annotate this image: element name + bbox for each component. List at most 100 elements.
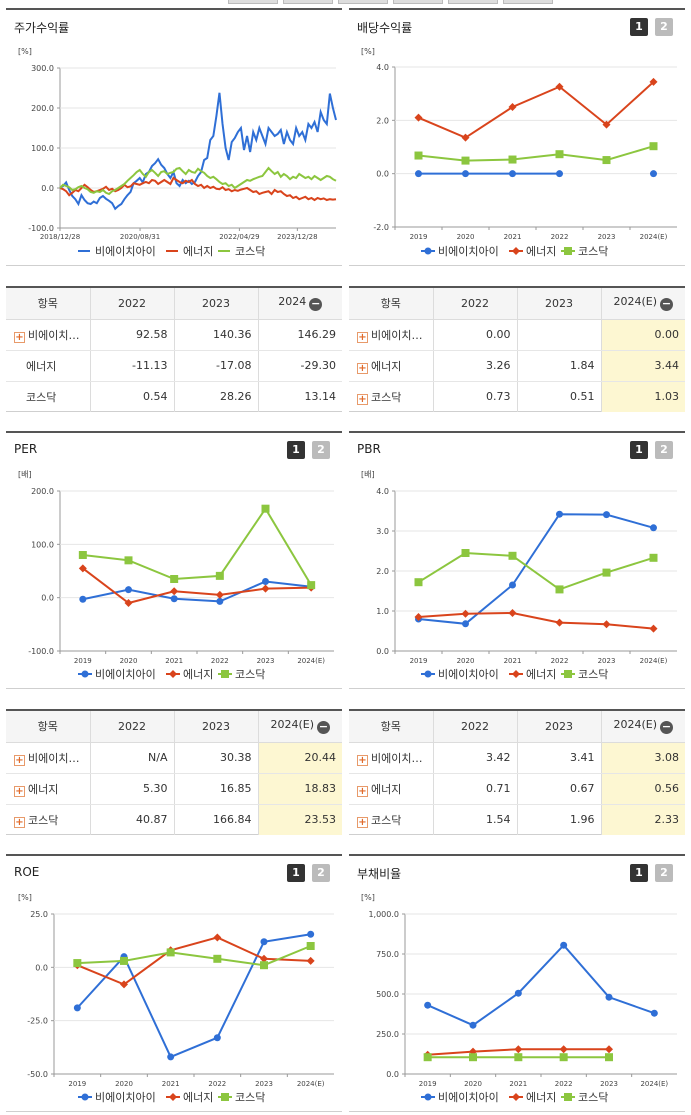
data-point (509, 581, 516, 589)
tab-2-button[interactable]: 2 (312, 441, 330, 459)
row-name[interactable]: + 비에이치… (349, 319, 434, 351)
panel-title: 배당수익률 (357, 21, 413, 35)
row-name[interactable]: + 코스닥 (349, 804, 434, 835)
row-name[interactable]: + 비에이치… (349, 742, 434, 774)
legend-label: 비에이치아이 (438, 245, 499, 258)
collapse-icon[interactable]: − (660, 720, 674, 735)
row-name[interactable]: + 에너지 (6, 773, 91, 805)
col-header: 2023 (174, 288, 259, 320)
x-tick-label: 2023 (598, 233, 616, 241)
series-1 (415, 170, 657, 178)
expand-icon[interactable]: + (357, 362, 368, 374)
data-point (167, 1053, 175, 1061)
series-2 (414, 77, 658, 142)
data-point (306, 956, 315, 965)
series-line (59, 166, 337, 196)
y-tick-label: -100.0 (28, 224, 54, 233)
tab-2-button[interactable]: 2 (655, 18, 673, 36)
cell: 146.29 (258, 319, 342, 351)
collapse-icon[interactable]: − (317, 720, 331, 735)
expand-icon[interactable]: + (14, 754, 25, 766)
cell: 1.03 (601, 381, 685, 412)
data-point (602, 156, 611, 165)
cell: 140.36 (174, 319, 259, 351)
y-unit-label: [배] (18, 470, 32, 479)
x-tick-label: 2022 (551, 657, 569, 665)
data-point (564, 247, 572, 255)
cell: -11.13 (90, 350, 175, 382)
expand-icon[interactable]: + (14, 816, 25, 828)
row-name[interactable]: + 에너지 (349, 773, 434, 805)
cell: 2.33 (601, 804, 685, 835)
tab-2-button[interactable]: 2 (312, 864, 330, 882)
row-name[interactable]: + 에너지 (349, 350, 434, 382)
expand-icon[interactable]: + (357, 785, 368, 797)
data-point (120, 980, 128, 989)
data-point (79, 595, 87, 603)
series-1 (415, 510, 657, 628)
y-tick-label: 2.0 (376, 567, 389, 576)
legend-item: 에너지 (166, 245, 213, 258)
row-name[interactable]: + 코스닥 (349, 381, 434, 412)
data-point (603, 511, 610, 519)
x-tick-label: 2019 (68, 1080, 86, 1088)
cell: 5.30 (90, 773, 175, 805)
data-point (81, 1093, 89, 1101)
series-line (418, 81, 655, 139)
legend-label: 비에이치아이 (95, 1091, 156, 1104)
expand-icon[interactable]: + (357, 331, 368, 343)
row-name[interactable]: + 비에이치… (6, 742, 91, 774)
data-point (415, 170, 422, 178)
tab-1-button[interactable]: 1 (287, 864, 305, 882)
data-point (508, 551, 517, 560)
tab-1-button[interactable]: 1 (287, 441, 305, 459)
panel-debt-ratio: 부채비율 1 2 [%] 1,000.0 750.0 500.0 250.0 0.0 201… (349, 854, 685, 1112)
data-point (564, 670, 572, 678)
series-line (76, 936, 311, 986)
x-tick-label: 2022 (208, 1080, 226, 1088)
tab-1-button[interactable]: 1 (630, 441, 648, 459)
y-tick-label: 0.0 (386, 1070, 399, 1079)
y-tick-label: 300.0 (31, 64, 54, 73)
panel-title: 부채비율 (357, 867, 402, 881)
x-tick-label: 2024(E) (640, 233, 668, 241)
series-line (418, 513, 654, 625)
panel-stock-return: 주가수익률 [%] 300.0 200.0 100.0 0.0 -100.0 2018/12… (6, 8, 342, 266)
table-row: + 코스닥 0.73 0.51 1.03 (349, 381, 685, 412)
cell: 1.54 (433, 804, 518, 835)
row-name[interactable]: + 코스닥 (6, 804, 91, 835)
panel-dividend-yield: 배당수익률 1 2 [%] 4.0 2.0 0.0 -2.0 2019 2020 2021 20… (349, 8, 685, 266)
expand-icon[interactable]: + (357, 816, 368, 828)
top-tab-strip (0, 0, 691, 6)
series-3 (423, 1053, 613, 1062)
legend-item: 비에이치아이 (78, 245, 156, 258)
collapse-icon[interactable]: − (309, 297, 323, 312)
expand-icon[interactable]: + (14, 331, 25, 343)
legend-label: 비에이치아이 (438, 668, 499, 681)
x-tick-label: 2019 (410, 233, 428, 241)
collapse-icon[interactable]: − (660, 297, 674, 312)
row-name[interactable]: + 비에이치… (6, 319, 91, 351)
legend-item: 코스닥 (561, 1091, 608, 1104)
panel-title: 주가수익률 (14, 21, 70, 35)
tab-1-button[interactable]: 1 (630, 864, 648, 882)
data-point (555, 150, 564, 159)
expand-icon[interactable]: + (357, 754, 368, 766)
data-point (73, 959, 82, 968)
tab-1-button[interactable]: 1 (630, 18, 648, 36)
y-tick-label: 750.0 (376, 950, 399, 959)
tab-2-button[interactable]: 2 (655, 864, 673, 882)
legend-label: 비에이치아이 (95, 668, 156, 681)
data-point (512, 1093, 520, 1101)
tab-2-button[interactable]: 2 (655, 441, 673, 459)
dividend-chart: [%]4.0 2.0 0.0 -2.0 2019 2020 2021 2022 2023 2024… (361, 47, 677, 258)
table-row: + 에너지 0.71 0.67 0.56 (349, 773, 685, 805)
data-point (166, 948, 175, 957)
y-unit-label: [배] (361, 470, 375, 479)
expand-icon[interactable]: + (14, 785, 25, 797)
data-point (508, 609, 517, 617)
data-point (555, 585, 564, 594)
expand-icon[interactable]: + (357, 393, 368, 405)
cell: 23.53 (258, 804, 342, 835)
legend-item: 에너지 (509, 668, 556, 681)
